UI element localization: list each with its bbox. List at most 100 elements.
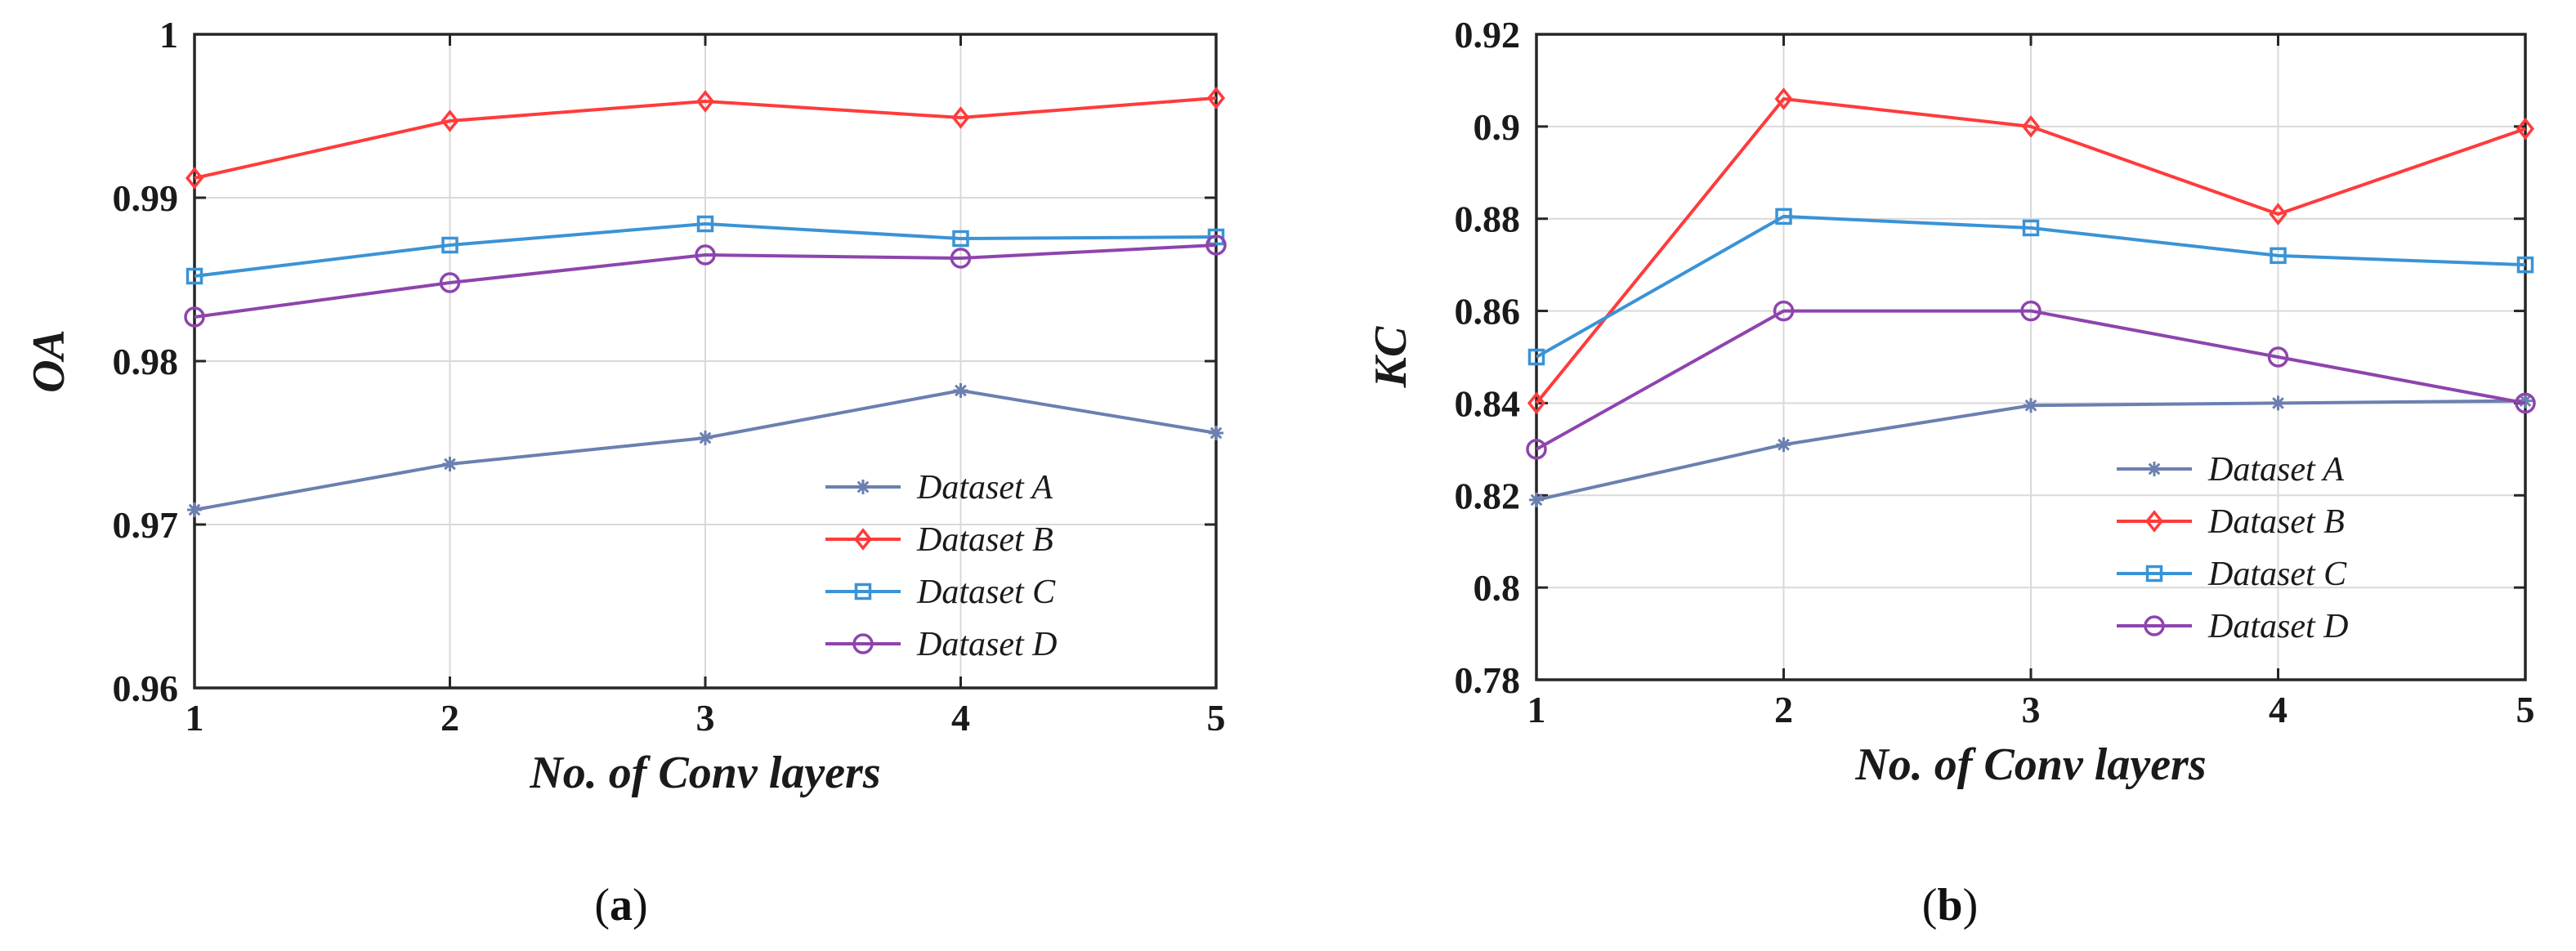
series-dataset-c (186, 215, 1225, 285)
data-point (2516, 256, 2534, 274)
data-point (442, 457, 458, 471)
legend-label: Dataset C (2207, 556, 2347, 593)
data-point (1207, 228, 1225, 246)
x-tick-label: 3 (2022, 689, 2041, 730)
data-point (1775, 208, 1792, 225)
legend-marker (2144, 510, 2164, 533)
data-point (952, 230, 969, 248)
data-point (951, 106, 970, 129)
y-tick-label: 0.86 (1455, 291, 1521, 333)
series-line (1536, 309, 2526, 451)
legend-marker (856, 480, 870, 494)
data-point (1205, 234, 1227, 256)
legend-marker (853, 528, 873, 551)
data-point (953, 383, 968, 398)
x-tick-label: 4 (951, 697, 970, 739)
series-line (1536, 214, 2526, 359)
data-point (187, 502, 202, 517)
data-point (2020, 300, 2042, 322)
legend-label: Dataset A (916, 469, 1053, 507)
y-tick-label: 0.84 (1455, 382, 1521, 424)
data-point (1527, 391, 1546, 415)
series-dataset-d (184, 234, 1227, 328)
data-point (2267, 346, 2289, 368)
x-tick-label: 1 (1527, 689, 1546, 730)
series-dataset-b (1527, 87, 2535, 415)
series-line (1535, 97, 2526, 404)
x-axis-label: No. of Conv layers (1854, 739, 2206, 790)
data-point (695, 244, 716, 266)
y-tick-label: 0.8 (1474, 567, 1521, 609)
y-tick-label: 0.97 (113, 504, 179, 546)
series-dataset-d (1526, 300, 2536, 460)
x-tick-label: 5 (2516, 689, 2535, 730)
data-point (1776, 437, 1791, 453)
data-point (439, 272, 461, 293)
chart-panel-b: 1 2 3 4 5 0.78 0.8 0.82 0.84 0.86 0.88 0.9 0.92 No. o… (1366, 14, 2536, 931)
x-tick-label: 3 (696, 697, 715, 739)
y-tick-label: 0.98 (113, 341, 179, 382)
series-dataset-c (1527, 208, 2534, 366)
data-point (696, 215, 714, 233)
x-tick-label: 4 (2269, 689, 2288, 730)
y-axis-label: OA (24, 329, 74, 393)
legend-label: Dataset B (2207, 503, 2345, 541)
data-point (2021, 115, 2041, 138)
legend-marker (2145, 565, 2163, 583)
data-point (2269, 203, 2288, 225)
chart-panel-a: 1 2 3 4 5 0.96 0.97 0.98 0.99 1 No. of Conv layers… (24, 14, 1227, 931)
y-tick-label: 0.96 (113, 667, 179, 709)
data-point (2270, 395, 2286, 411)
data-point (2270, 247, 2287, 265)
data-point (185, 167, 204, 190)
legend-marker (2144, 615, 2165, 636)
data-point (950, 248, 972, 269)
series-dataset-b (185, 87, 1226, 190)
x-tick-label: 2 (441, 697, 459, 739)
x-tick-label: 5 (1207, 697, 1226, 739)
data-point (2518, 393, 2533, 409)
legend-label: Dataset D (2207, 608, 2349, 645)
data-point (1206, 87, 1226, 109)
panel-caption: (a) (594, 880, 647, 931)
x-tick-label: 2 (1774, 689, 1793, 730)
y-tick-label: 0.99 (113, 177, 179, 219)
legend-marker (852, 633, 874, 654)
data-point (184, 306, 205, 328)
legend-label: Dataset B (916, 521, 1053, 559)
data-point (2516, 117, 2535, 141)
y-axis-label: KC (1366, 326, 1416, 388)
legend-marker (2147, 462, 2162, 476)
y-tick-label: 0.78 (1455, 659, 1521, 701)
series-dataset-a (187, 383, 1223, 517)
legend-label: Dataset A (2207, 451, 2344, 489)
data-point (1529, 492, 1544, 507)
data-point (2024, 398, 2038, 413)
legend-label: Dataset D (916, 626, 1058, 663)
data-point (1773, 300, 1795, 322)
data-point (186, 267, 203, 285)
legend: Dataset A Dataset B Dataset C Dataset D (2117, 451, 2349, 645)
y-tick-label: 0.9 (1474, 106, 1521, 148)
legend-label: Dataset C (916, 574, 1056, 611)
data-point (2515, 392, 2536, 414)
series-line (194, 243, 1217, 319)
legend: Dataset A Dataset B Dataset C Dataset D (825, 469, 1058, 663)
data-point (441, 236, 458, 254)
data-point (1774, 87, 1793, 110)
data-point (1526, 439, 1547, 460)
data-point (1209, 426, 1223, 440)
data-point (2022, 219, 2040, 237)
series-line (194, 96, 1217, 180)
legend-marker (854, 583, 872, 601)
data-point (695, 90, 715, 113)
panel-caption: (b) (1922, 880, 1978, 931)
x-axis-label: No. of Conv layers (529, 748, 880, 798)
data-point (1527, 348, 1545, 366)
y-tick-label: 1 (159, 14, 178, 56)
data-point (441, 109, 459, 132)
y-tick-label: 0.88 (1455, 199, 1521, 240)
series-line (194, 222, 1217, 278)
y-tick-label: 0.82 (1455, 475, 1521, 516)
